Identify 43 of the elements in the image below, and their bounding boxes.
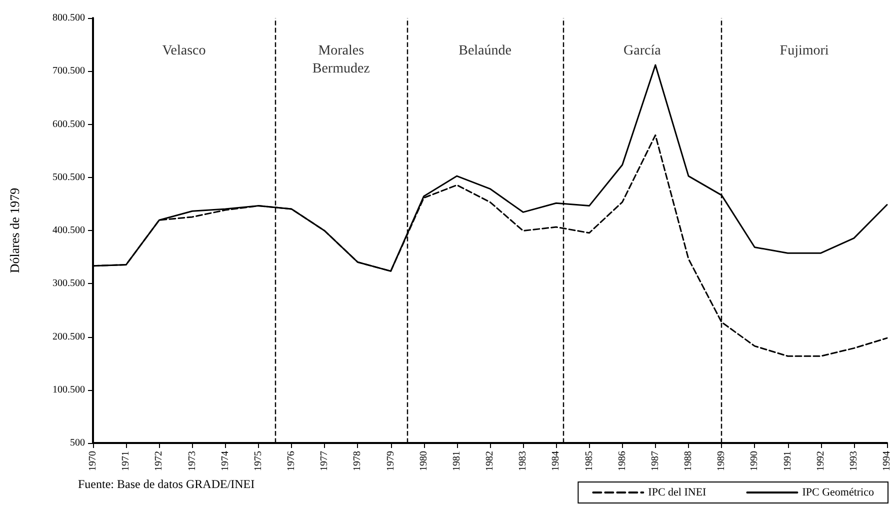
x-tick-label: 1971 xyxy=(120,451,132,471)
x-tick-label: 1987 xyxy=(650,451,661,471)
legend-label: IPC del INEI xyxy=(648,486,707,498)
source-note: Fuente: Base de datos GRADE/INEI xyxy=(78,477,255,491)
x-tick-label: 1974 xyxy=(220,451,231,471)
y-tick-label: 600.500 xyxy=(52,118,85,130)
x-tick-label: 1986 xyxy=(616,451,628,471)
x-tick-label: 1977 xyxy=(319,451,330,471)
y-tick-label: 400.500 xyxy=(52,225,85,236)
annotation: Belaúnde xyxy=(458,44,512,58)
x-tick-label: 1975 xyxy=(252,451,264,471)
x-tick-label: 1984 xyxy=(550,451,562,471)
y-tick-label: 300.500 xyxy=(52,278,85,290)
x-tick-label: 1988 xyxy=(683,451,694,471)
y-tick-label: 200.500 xyxy=(52,331,85,342)
x-tick-label: 1979 xyxy=(385,451,396,471)
y-tick-label: 700.500 xyxy=(52,66,85,77)
x-tick-label: 1972 xyxy=(154,451,165,471)
x-tick-label: 1970 xyxy=(88,451,98,471)
annotation: Velasco xyxy=(162,44,206,58)
annotation: Fujimori xyxy=(780,44,829,58)
x-tick-label: 1982 xyxy=(484,451,496,471)
x-tick-label: 1980 xyxy=(418,451,430,471)
y-tick-label: 500.500 xyxy=(52,172,85,183)
y-tick-label: 800.500 xyxy=(52,12,85,24)
y-tick-label: 500 xyxy=(70,438,85,448)
x-tick-label: 1993 xyxy=(848,451,860,471)
x-tick-label: 1992 xyxy=(815,451,826,471)
y-axis-title: Dólares de 1979 xyxy=(7,188,22,274)
y-tick-label: 100.500 xyxy=(52,384,85,396)
x-tick-label: 1990 xyxy=(749,451,760,471)
x-tick-label: 1981 xyxy=(451,451,462,471)
x-tick-label: 1983 xyxy=(518,451,529,471)
annotation: Morales Bermudez xyxy=(312,44,370,76)
x-tick-label: 1978 xyxy=(352,451,364,471)
x-tick-label: 1994 xyxy=(882,451,892,471)
x-tick-label: 1989 xyxy=(716,451,728,471)
x-tick-label: 1985 xyxy=(584,451,595,471)
x-tick-label: 1973 xyxy=(186,451,198,471)
x-tick-label: 1991 xyxy=(782,451,794,471)
x-tick-label: 1976 xyxy=(286,451,297,471)
legend-label: IPC Geométrico xyxy=(802,486,874,498)
annotation: García xyxy=(624,44,662,58)
